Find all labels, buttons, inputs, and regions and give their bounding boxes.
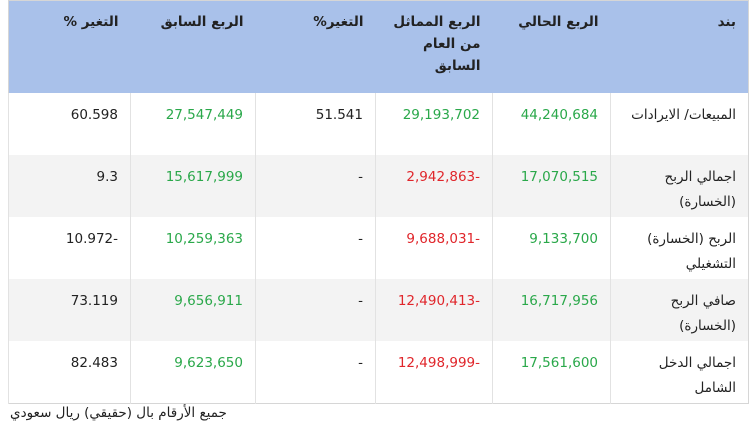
column-header: الربع السابق: [130, 0, 256, 93]
cell: 27,547,449: [130, 93, 256, 155]
footnote: جميع الأرقام بال (حقيقي) ريال سعودي: [10, 405, 227, 421]
cell: 12,498,999-: [375, 341, 493, 404]
cell-value: 9.3: [96, 169, 118, 185]
row-label-text: صافي الربح (الخسارة): [670, 293, 736, 334]
cell-value: 27,547,449: [165, 107, 243, 123]
cell-value: -: [358, 293, 363, 309]
row-label: الربح (الخسارة) التشغيلي: [610, 217, 749, 279]
cell-value: 9,656,911: [174, 293, 243, 309]
table-body: المبيعات/ الايرادات 44,240,684 29,193,702 5…: [8, 93, 749, 404]
cell-value: 15,617,999: [165, 169, 243, 185]
table-row: صافي الربح (الخسارة) 16,717,956 12,490,413…: [8, 279, 749, 341]
cell: -: [255, 341, 376, 404]
cell: 9.3: [8, 155, 131, 217]
cell-value: 73.119: [70, 293, 118, 309]
cell-value: 51.541: [315, 107, 363, 123]
row-label: صافي الربح (الخسارة): [610, 279, 749, 341]
cell-value: 12,498,999-: [397, 355, 480, 371]
cell: 51.541: [255, 93, 376, 155]
cell: 16,717,956: [492, 279, 611, 341]
row-label: المبيعات/ الايرادات: [610, 93, 749, 155]
cell-value: 9,133,700: [529, 231, 598, 247]
cell: 9,688,031-: [375, 217, 493, 279]
column-header: الربع الحالي: [492, 0, 611, 93]
row-label-text: اجمالي الربح (الخسارة): [664, 169, 736, 210]
cell-value: 9,688,031-: [406, 231, 480, 247]
cell-value: 16,717,956: [520, 293, 598, 309]
row-label: اجمالي الدخل الشامل: [610, 341, 749, 404]
cell: 15,617,999: [130, 155, 256, 217]
cell: 10,259,363: [130, 217, 256, 279]
cell-value: 10,259,363: [165, 231, 243, 247]
cell: 82.483: [8, 341, 131, 404]
cell-value: 29,193,702: [402, 107, 480, 123]
row-label: اجمالي الربح (الخسارة): [610, 155, 749, 217]
row-label-text: المبيعات/ الايرادات: [631, 107, 736, 123]
table-row: الربح (الخسارة) التشغيلي 9,133,700 9,688,0…: [8, 217, 749, 279]
cell: 17,070,515: [492, 155, 611, 217]
cell: 12,490,413-: [375, 279, 493, 341]
cell: 44,240,684: [492, 93, 611, 155]
table-row: اجمالي الربح (الخسارة) 17,070,515 2,942,86…: [8, 155, 749, 217]
cell-value: 2,942,863-: [406, 169, 480, 185]
row-label-text: اجمالي الدخل الشامل: [658, 355, 736, 396]
cell-value: 44,240,684: [520, 107, 598, 123]
cell: -: [255, 217, 376, 279]
table-row: اجمالي الدخل الشامل 17,561,600 12,498,999-…: [8, 341, 749, 404]
cell-value: 17,561,600: [520, 355, 598, 371]
cell-value: 9,623,650: [174, 355, 243, 371]
header-row: بند الربع الحالي الربع المماثل من العام ال…: [8, 0, 749, 93]
cell: 73.119: [8, 279, 131, 341]
cell: 9,656,911: [130, 279, 256, 341]
cell-value: 82.483: [70, 355, 118, 371]
cell: 9,133,700: [492, 217, 611, 279]
column-header: بند: [610, 0, 749, 93]
financial-table: بند الربع الحالي الربع المماثل من العام ال…: [8, 0, 749, 404]
cell-value: 60.598: [70, 107, 118, 123]
column-header: التغير %: [8, 0, 131, 93]
cell-value: -: [358, 169, 363, 185]
cell: 17,561,600: [492, 341, 611, 404]
row-label-text: الربح (الخسارة) التشغيلي: [647, 231, 736, 272]
cell-value: -: [358, 231, 363, 247]
column-header: الربع المماثل من العام السابق: [375, 0, 493, 93]
cell-value: 17,070,515: [520, 169, 598, 185]
cell: 9,623,650: [130, 341, 256, 404]
cell: -: [255, 155, 376, 217]
column-header: التغير%: [255, 0, 376, 93]
cell-value: 12,490,413-: [397, 293, 480, 309]
cell: 29,193,702: [375, 93, 493, 155]
cell: 60.598: [8, 93, 131, 155]
cell-value: -: [358, 355, 363, 371]
cell: -: [255, 279, 376, 341]
cell-value: 10.972-: [65, 231, 118, 247]
cell: 10.972-: [8, 217, 131, 279]
table-row: المبيعات/ الايرادات 44,240,684 29,193,702 5…: [8, 93, 749, 155]
cell: 2,942,863-: [375, 155, 493, 217]
